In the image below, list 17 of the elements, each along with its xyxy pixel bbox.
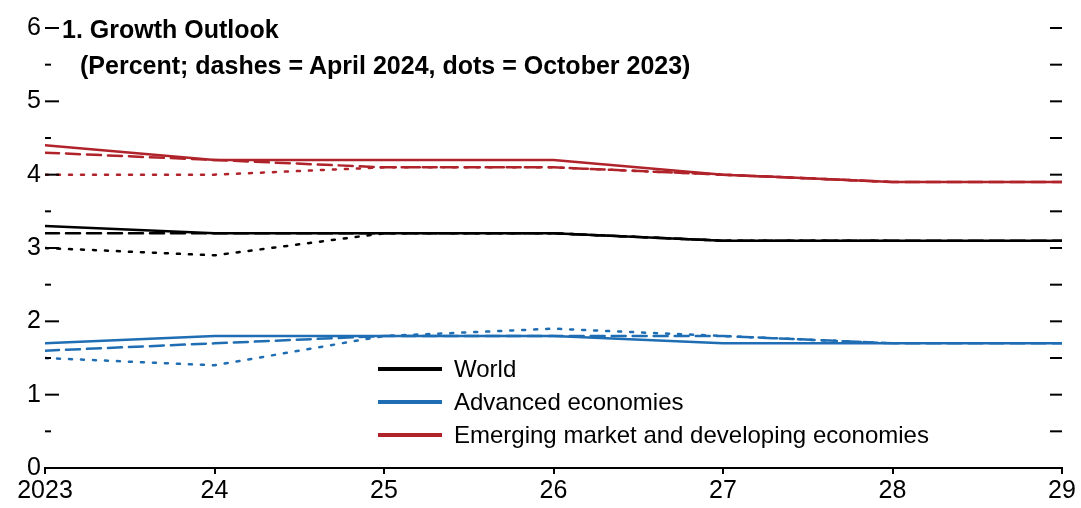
x-tick-label: 27 bbox=[709, 474, 737, 503]
x-tick-label: 28 bbox=[878, 474, 907, 503]
chart-title: 1. Growth Outlook bbox=[62, 14, 279, 44]
x-tick-label: 25 bbox=[370, 474, 398, 503]
y-tick-label: 4 bbox=[27, 158, 42, 187]
legend-label: Advanced economies bbox=[454, 387, 684, 417]
y-tick-label: 1 bbox=[27, 378, 41, 407]
y-tick-label: 2 bbox=[27, 305, 41, 334]
y-tick-label: 3 bbox=[27, 231, 41, 260]
y-tick-label: 5 bbox=[27, 85, 41, 114]
text: (Percent; dashes = April 2024, dots = October 2023) bbox=[80, 50, 691, 80]
y-tick-label: 6 bbox=[27, 11, 41, 40]
legend-label: World bbox=[454, 354, 517, 384]
x-tick-label: 29 bbox=[1048, 474, 1076, 503]
x-tick-label: 26 bbox=[539, 474, 568, 503]
legend-label: Emerging market and developing economies bbox=[454, 420, 929, 450]
x-tick-label: 24 bbox=[200, 474, 229, 503]
